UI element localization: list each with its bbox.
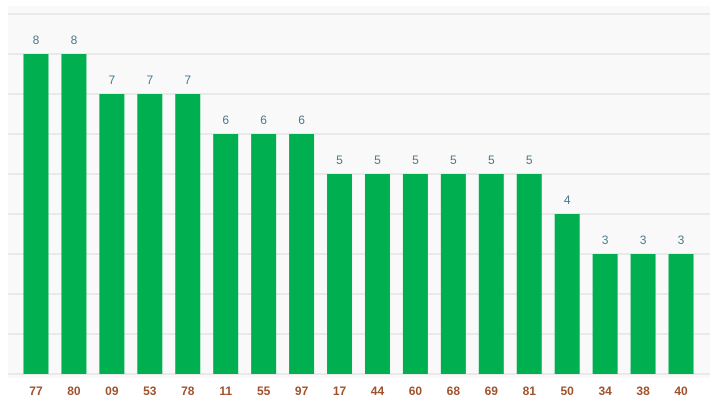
data-label: 3	[602, 233, 609, 247]
bar	[402, 174, 428, 374]
x-tick-label: 44	[371, 384, 385, 398]
bar	[175, 94, 201, 374]
bar	[668, 254, 694, 374]
bar	[61, 54, 87, 374]
data-label: 5	[450, 153, 457, 167]
data-label: 5	[374, 153, 381, 167]
data-label: 7	[146, 73, 153, 87]
x-tick-label: 81	[523, 384, 537, 398]
data-label: 7	[184, 73, 191, 87]
x-tick-label: 68	[447, 384, 461, 398]
bar	[99, 94, 125, 374]
data-label: 3	[678, 233, 685, 247]
bar	[630, 254, 656, 374]
x-tick-label: 09	[105, 384, 119, 398]
data-label: 6	[260, 113, 267, 127]
bar	[478, 174, 504, 374]
x-tick-label: 77	[29, 384, 43, 398]
x-tick-label: 69	[485, 384, 499, 398]
x-tick-label: 80	[67, 384, 81, 398]
x-tick-label: 11	[219, 384, 232, 398]
data-label: 7	[109, 73, 116, 87]
bar	[213, 134, 239, 374]
x-tick-label: 38	[636, 384, 650, 398]
data-label: 8	[33, 33, 40, 47]
bar	[137, 94, 163, 374]
x-tick-label: 53	[143, 384, 157, 398]
data-label: 5	[412, 153, 419, 167]
bar	[364, 174, 390, 374]
data-label: 6	[222, 113, 229, 127]
x-tick-label: 60	[409, 384, 423, 398]
x-tick-label: 55	[257, 384, 271, 398]
data-label: 8	[71, 33, 78, 47]
bar	[554, 214, 580, 374]
bar	[327, 174, 353, 374]
bar	[592, 254, 618, 374]
data-label: 4	[564, 193, 571, 207]
x-tick-label: 34	[598, 384, 612, 398]
bar	[251, 134, 277, 374]
x-tick-label: 78	[181, 384, 195, 398]
bar	[289, 134, 315, 374]
x-tick-label: 40	[674, 384, 688, 398]
bar	[23, 54, 49, 374]
x-tick-label: 97	[295, 384, 309, 398]
bar	[440, 174, 466, 374]
bar	[516, 174, 542, 374]
data-label: 5	[488, 153, 495, 167]
data-label: 3	[640, 233, 647, 247]
data-label: 5	[336, 153, 343, 167]
x-tick-label: 17	[333, 384, 347, 398]
data-label: 5	[526, 153, 533, 167]
data-label: 6	[298, 113, 305, 127]
x-tick-label: 50	[561, 384, 575, 398]
